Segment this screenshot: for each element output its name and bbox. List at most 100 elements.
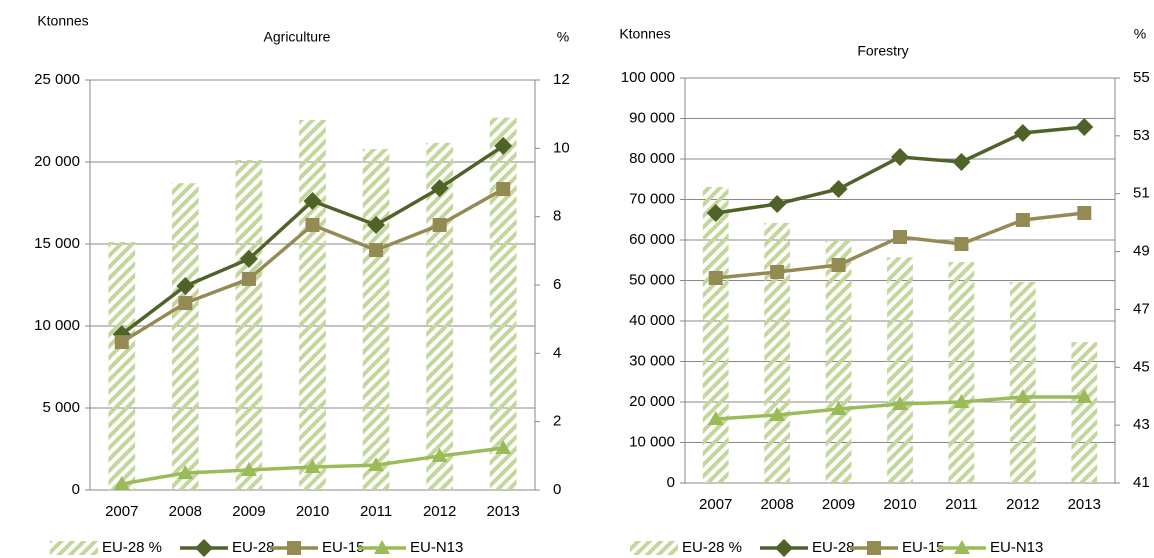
marker [893, 230, 907, 245]
marker [1077, 205, 1092, 220]
marker [494, 136, 513, 155]
bar [299, 119, 326, 490]
marker [891, 148, 909, 167]
marker [114, 335, 129, 350]
marker [305, 217, 320, 232]
bar [887, 257, 913, 483]
bar [825, 240, 852, 483]
y2-axis-label: % [1134, 26, 1146, 42]
marker [430, 179, 449, 198]
bar [426, 142, 453, 490]
y2-axis-label: % [557, 29, 569, 45]
bar [489, 117, 517, 490]
chart: Forestry Ktonnes % 0 10 000 20 000 30 000 40 00… [619, 26, 1150, 557]
y2-tick-label: 47 [1133, 300, 1150, 317]
y-tick-label: 20 000 [34, 153, 80, 170]
x-tick-label: 2013 [1068, 496, 1101, 513]
marker [708, 270, 723, 285]
marker [707, 411, 724, 426]
chart-title: Agriculture [264, 29, 331, 45]
y-axis-label: Ktonnes [37, 13, 88, 29]
marker [1013, 123, 1032, 142]
y-tick-label: 60 000 [629, 231, 675, 248]
chart: Agriculture Ktonnes% 0 5 000 10 000 15 000 20 … [34, 13, 570, 557]
marker [1015, 212, 1030, 227]
bar [1071, 342, 1098, 483]
marker [113, 475, 130, 490]
y-tick-label: 100 000 [621, 69, 675, 86]
y2-tick-label: 6 [553, 276, 561, 293]
bar [1009, 281, 1036, 483]
marker [892, 396, 908, 411]
y2-tick-label: 53 [1133, 127, 1150, 144]
legend-label: EU-N13 [990, 539, 1043, 556]
marker [240, 461, 257, 476]
y-axis-label: Ktonnes [619, 26, 670, 42]
marker [770, 264, 785, 279]
marker [775, 539, 793, 557]
legend-label: EU-28 % [682, 539, 742, 556]
line [715, 125, 1085, 215]
legend-swatch [630, 541, 678, 555]
bar [702, 187, 729, 483]
y-tick-label: 40 000 [629, 312, 675, 329]
y2-tick-label: 2 [553, 413, 561, 430]
marker [830, 401, 847, 416]
marker [952, 152, 971, 171]
marker [954, 540, 970, 554]
marker [1076, 389, 1093, 404]
y-tick-label: 20 000 [629, 393, 675, 410]
marker [954, 237, 969, 252]
x-tick-label: 2007 [699, 496, 732, 513]
x-tick-label: 2009 [232, 503, 265, 520]
legend-label: EU-28 % [102, 539, 162, 556]
marker [495, 440, 512, 455]
marker [496, 182, 511, 197]
y2-tick-label: 41 [1133, 474, 1150, 491]
y2-tick-label: 43 [1133, 416, 1150, 433]
bar [172, 183, 199, 490]
marker [432, 217, 447, 232]
marker [867, 541, 881, 555]
marker [831, 257, 846, 272]
x-tick-label: 2011 [945, 496, 977, 513]
x-tick-label: 2008 [760, 496, 793, 513]
marker [178, 296, 193, 311]
marker [367, 215, 386, 234]
legend-label: EU-15 [322, 539, 365, 556]
marker [239, 249, 258, 268]
legend-label: EU-28 [812, 539, 855, 556]
y2-tick-label: 12 [553, 71, 570, 88]
y2-tick-label: 45 [1133, 358, 1150, 375]
y2-tick-label: 49 [1133, 243, 1150, 260]
y2-tick-label: 51 [1133, 185, 1150, 202]
x-tick-label: 2008 [169, 503, 202, 520]
marker [1075, 118, 1094, 137]
marker [1014, 389, 1031, 404]
y2-tick-label: 10 [553, 139, 570, 156]
legend-swatch [50, 541, 98, 555]
x-tick-label: 2010 [883, 496, 916, 513]
y-tick-label: 70 000 [629, 190, 675, 207]
x-tick-label: 2011 [360, 503, 392, 520]
y-tick-label: 0 [667, 474, 675, 491]
x-tick-label: 2009 [822, 496, 855, 513]
y2-tick-label: 55 [1133, 69, 1150, 86]
marker [369, 243, 384, 258]
x-tick-label: 2010 [296, 503, 329, 520]
y-tick-label: 10 000 [34, 317, 80, 334]
marker [431, 448, 448, 463]
x-tick-label: 2013 [487, 503, 520, 520]
y2-tick-label: 8 [553, 208, 561, 225]
y-tick-label: 90 000 [629, 109, 675, 126]
marker [768, 194, 787, 213]
marker [176, 276, 195, 295]
marker [829, 180, 848, 199]
x-tick-label: 2012 [423, 503, 456, 520]
marker [769, 407, 786, 422]
marker [241, 271, 256, 286]
marker [195, 539, 213, 557]
bar [235, 159, 263, 490]
bar [362, 149, 390, 490]
